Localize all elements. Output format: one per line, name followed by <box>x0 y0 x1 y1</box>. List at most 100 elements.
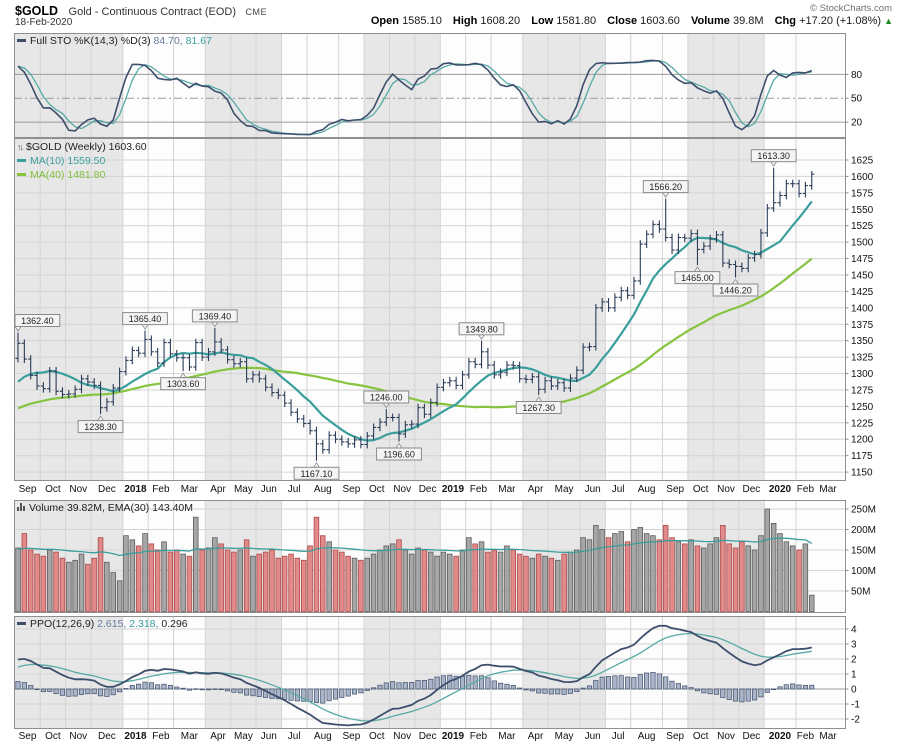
x-axis-month-label: Nov <box>717 731 735 742</box>
x-axis-month-label: Nov <box>393 731 412 742</box>
svg-text:100M: 100M <box>851 566 876 577</box>
x-axis-month-label: Sep <box>666 484 685 495</box>
x-axis-month-label: Nov <box>393 484 412 495</box>
x-axis-month-label: Oct <box>45 484 61 495</box>
x-axis-month-label: Jun <box>260 731 277 742</box>
x-axis-month-label: May <box>554 731 574 742</box>
svg-text:4: 4 <box>851 625 857 636</box>
x-axis-month-label: Sep <box>342 731 361 742</box>
x-axis-month-label: Feb <box>152 484 170 495</box>
svg-text:1525: 1525 <box>851 221 874 232</box>
svg-text:1167.10: 1167.10 <box>301 469 333 479</box>
chg-label: Chg <box>774 15 796 27</box>
svg-text:1550: 1550 <box>851 205 874 216</box>
x-axis-month-label: Aug <box>637 484 656 495</box>
stochastic-panel: 80 50 20 <box>14 33 863 138</box>
svg-text:1625: 1625 <box>851 156 874 167</box>
svg-text:2: 2 <box>851 655 857 666</box>
svg-text:0: 0 <box>851 685 857 696</box>
svg-text:1250: 1250 <box>851 402 874 413</box>
x-axis-month-label: Jun <box>584 484 601 495</box>
close-value: 1603.60 <box>640 15 680 27</box>
x-axis-month-label: Dec <box>97 484 116 495</box>
svg-text:20: 20 <box>851 118 863 129</box>
ticker-symbol: $GOLD <box>15 4 59 18</box>
stockcharts-copyright: © StockCharts.com <box>810 3 892 14</box>
open-label: Open <box>370 15 399 27</box>
svg-text:80: 80 <box>851 70 863 81</box>
svg-text:1196.60: 1196.60 <box>383 449 415 459</box>
high-value: 1608.20 <box>480 15 521 27</box>
x-axis-month-label: Apr <box>210 484 226 495</box>
open-value: 1585.10 <box>402 15 442 27</box>
svg-text:1246.00: 1246.00 <box>370 393 403 403</box>
volume-panel: 250M 200M 150M 100M 50M <box>14 500 876 613</box>
x-axis-month-label: Jun <box>260 484 277 495</box>
svg-text:50M: 50M <box>851 587 870 598</box>
x-axis-month-label: Feb <box>796 484 815 495</box>
x-axis-month-label: Dec <box>418 731 437 742</box>
x-axis-month-label: May <box>554 484 574 495</box>
volume-label: Volume <box>690 15 730 27</box>
quote-date: 18-Feb-2020 <box>15 17 73 28</box>
x-axis-month-label: Oct <box>369 731 385 742</box>
svg-text:1450: 1450 <box>851 270 874 281</box>
x-axis-month-label: Mar <box>498 484 516 495</box>
ohlc-quote-line: Open 1585.10 High 1608.20 Low 1581.80 Cl… <box>363 15 893 27</box>
svg-text:150M: 150M <box>851 546 876 557</box>
svg-text:1349.80: 1349.80 <box>465 324 498 334</box>
svg-text:50: 50 <box>851 94 863 105</box>
x-axis-month-label: Aug <box>313 731 332 742</box>
svg-text:1465.00: 1465.00 <box>681 273 714 283</box>
svg-text:-1: -1 <box>851 700 860 711</box>
x-axis-month-label: Mar <box>180 484 199 495</box>
x-axis-month-label: Feb <box>152 731 170 742</box>
x-axis-month-label: Sep <box>18 731 37 742</box>
x-axis-month-label: Dec <box>97 731 116 742</box>
svg-text:1613.30: 1613.30 <box>757 151 790 161</box>
x-axis-month-label: Dec <box>418 484 437 495</box>
svg-text:1425: 1425 <box>851 287 874 298</box>
x-axis-months-top: Sep Oct Nov Dec 2018 Feb Mar Apr May Jun Jul Aug Sep… <box>0 483 900 498</box>
svg-text:-2: -2 <box>851 715 860 726</box>
x-axis-month-label: Mar <box>819 731 837 742</box>
x-axis-month-label: Sep <box>666 731 685 742</box>
svg-text:1350: 1350 <box>851 336 874 347</box>
x-axis-month-label: Apr <box>210 731 226 742</box>
x-axis-month-label: Oct <box>45 731 61 742</box>
svg-text:1238.30: 1238.30 <box>84 422 117 432</box>
x-axis-month-label: Feb <box>796 731 815 742</box>
x-axis-month-label: Aug <box>313 484 332 495</box>
x-axis-year-label: 2019 <box>441 731 465 742</box>
x-axis-month-label: Feb <box>469 731 488 742</box>
x-axis-month-label: Sep <box>18 484 37 495</box>
x-axis-month-label: Aug <box>637 731 656 742</box>
chg-value: +17.20 (+1.08%) <box>799 15 882 27</box>
svg-text:1175: 1175 <box>851 451 873 462</box>
x-axis-month-label: Nov <box>717 484 735 495</box>
svg-text:1446.20: 1446.20 <box>719 285 752 295</box>
svg-text:1150: 1150 <box>851 468 873 479</box>
svg-text:1362.40: 1362.40 <box>21 316 54 326</box>
svg-text:3: 3 <box>851 640 857 651</box>
svg-text:1475: 1475 <box>851 254 874 265</box>
svg-text:1303.60: 1303.60 <box>167 379 200 389</box>
x-axis-month-label: Jul <box>287 484 301 495</box>
svg-text:1400: 1400 <box>851 303 874 314</box>
svg-text:1267.30: 1267.30 <box>522 403 555 413</box>
x-axis-month-label: Jul <box>611 484 625 495</box>
svg-text:1365.40: 1365.40 <box>129 314 162 324</box>
x-axis-month-label: Feb <box>469 484 488 495</box>
x-axis-month-label: Oct <box>692 731 709 742</box>
x-axis-month-label: Nov <box>69 484 88 495</box>
svg-text:1: 1 <box>851 670 857 681</box>
x-axis-year-label: 2019 <box>441 484 465 495</box>
x-axis-months-bottom: Sep Oct Nov Dec 2018 Feb Mar Apr May Jun Jul Aug Sep… <box>0 730 900 745</box>
x-axis-month-label: Jun <box>584 731 601 742</box>
price-panel: 1362.40 1365.40 1369.40 1246.00 1349.80 1566.… <box>14 138 874 481</box>
chart-header: $GOLD Gold - Continuous Contract (EOD) C… <box>15 2 267 20</box>
x-axis-month-label: Oct <box>369 484 385 495</box>
svg-text:200M: 200M <box>851 525 876 536</box>
x-axis-year-label: 2018 <box>124 731 147 742</box>
